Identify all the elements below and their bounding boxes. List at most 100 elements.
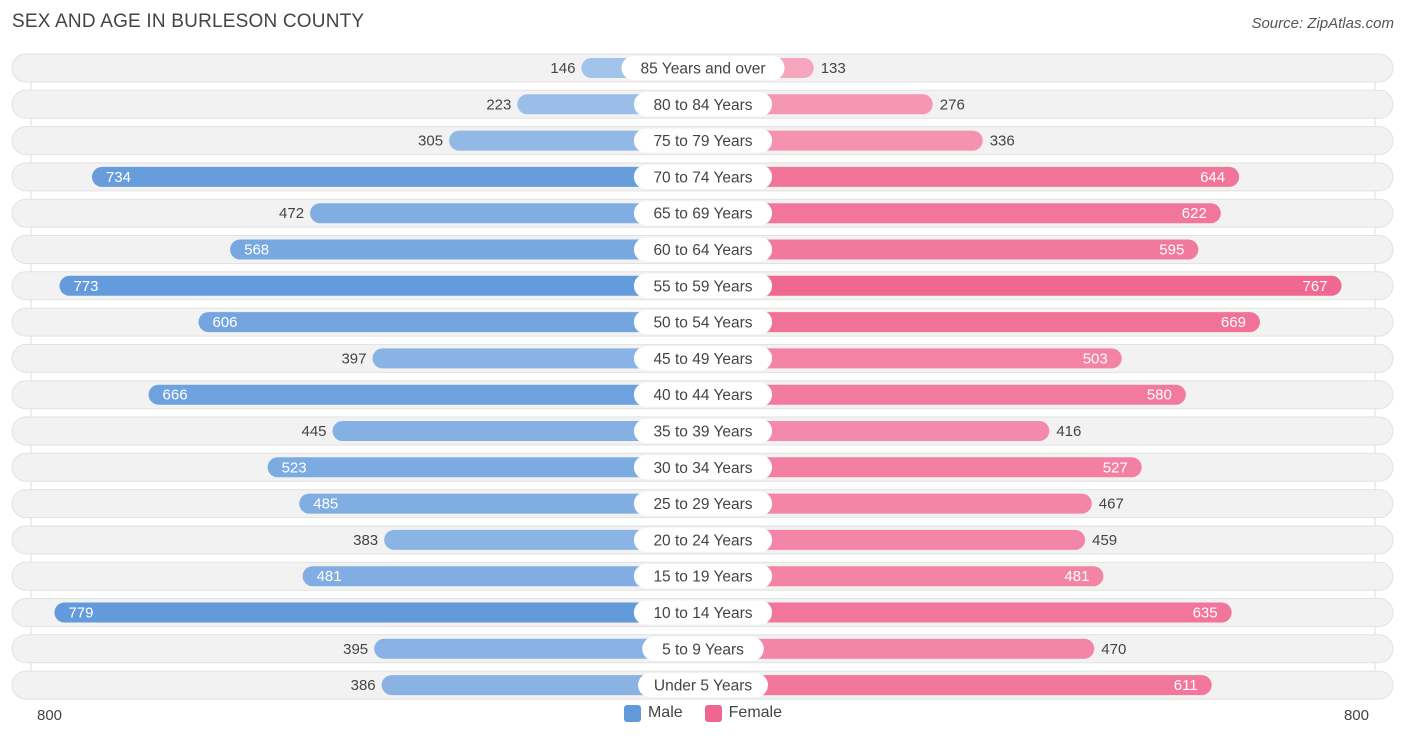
bar-male [198, 312, 703, 333]
category-pill [638, 673, 768, 698]
category-label: 45 to 49 Years [653, 351, 752, 368]
value-label-male: 779 [68, 605, 93, 622]
value-label-female: 669 [1221, 314, 1246, 331]
bar-female [703, 675, 1212, 696]
value-label-male: 146 [550, 60, 575, 77]
bar-male [302, 566, 703, 587]
legend-item-female[interactable]: Female [704, 704, 783, 722]
category-label: 5 to 9 Years [662, 641, 744, 658]
category-pill [633, 455, 773, 480]
value-label-male: 734 [106, 169, 131, 186]
legend-label-female: Female [728, 704, 783, 721]
category-pill [633, 273, 773, 298]
value-label-female: 459 [1092, 532, 1117, 549]
category-pill [633, 491, 773, 516]
bar-male [310, 203, 703, 224]
value-label-male: 223 [486, 96, 511, 113]
bar-male [148, 384, 703, 405]
legend-swatch-male [623, 704, 641, 722]
bar-female [703, 166, 1240, 187]
category-pill [633, 237, 773, 262]
value-label-male: 606 [213, 314, 238, 331]
category-label: 85 Years and over [641, 61, 766, 78]
category-label: 25 to 29 Years [653, 496, 752, 513]
value-label-male: 386 [351, 677, 376, 694]
bar-female [703, 203, 1221, 224]
legend-label-male: Male [647, 704, 683, 721]
legend: Male Female [0, 704, 1406, 722]
category-label: 20 to 24 Years [653, 532, 752, 549]
category-pill [633, 600, 773, 625]
bar-male [299, 493, 703, 514]
bar-female [703, 312, 1260, 333]
category-pill [633, 128, 773, 153]
category-label: 60 to 64 Years [653, 242, 752, 259]
chart-title: SEX AND AGE IN BURLESON COUNTY [12, 11, 365, 32]
value-label-male: 485 [313, 496, 338, 513]
value-label-male: 397 [341, 350, 366, 367]
category-pill [633, 419, 773, 443]
value-label-female: 276 [940, 96, 965, 113]
bar-male [230, 239, 703, 260]
value-label-male: 481 [317, 568, 342, 585]
category-pill [642, 636, 764, 661]
value-label-female: 467 [1099, 496, 1124, 513]
value-label-female: 622 [1182, 205, 1207, 222]
bar-male [332, 421, 703, 441]
bar-female [703, 275, 1342, 296]
category-label: 70 to 74 Years [653, 169, 752, 186]
category-pill [633, 201, 773, 226]
value-label-female: 580 [1147, 387, 1172, 404]
value-label-male: 395 [343, 641, 368, 658]
value-label-male: 383 [353, 532, 378, 549]
value-label-female: 611 [1174, 677, 1198, 694]
bar-female [703, 348, 1122, 369]
axis-min-label: 800 [37, 707, 63, 724]
bar-female [703, 239, 1199, 260]
category-pill [633, 382, 773, 407]
category-label: 10 to 14 Years [653, 605, 752, 622]
category-label: 65 to 69 Years [653, 206, 752, 223]
category-pill [633, 310, 773, 335]
value-label-male: 523 [282, 459, 307, 476]
category-label: 30 to 34 Years [653, 460, 752, 477]
value-label-female: 503 [1083, 350, 1108, 367]
value-label-male: 568 [244, 242, 269, 259]
value-label-female: 416 [1056, 423, 1081, 440]
value-label-female: 470 [1101, 641, 1126, 658]
category-label: 40 to 44 Years [653, 387, 752, 404]
bar-male [59, 275, 704, 296]
category-label: 50 to 54 Years [653, 315, 752, 332]
category-pill [633, 527, 773, 552]
value-label-male: 472 [279, 205, 304, 222]
bar-male [381, 675, 703, 696]
value-label-female: 133 [821, 60, 846, 77]
legend-item-male[interactable]: Male [623, 704, 683, 722]
bar-male [91, 166, 703, 187]
bar-female [703, 566, 1104, 587]
category-label: 55 to 59 Years [653, 278, 752, 295]
value-label-female: 644 [1200, 169, 1225, 186]
category-label: 15 to 19 Years [653, 569, 752, 586]
value-label-female: 336 [990, 133, 1015, 150]
bar-male [372, 348, 703, 369]
bar-female [703, 457, 1142, 478]
category-label: Under 5 Years [654, 678, 752, 695]
value-label-female: 635 [1193, 605, 1218, 622]
bar-female [703, 638, 1095, 659]
bar-female [703, 529, 1086, 550]
bar-male [374, 638, 703, 659]
value-label-male: 773 [73, 278, 98, 295]
source-label: Source: ZipAtlas.com [1251, 15, 1394, 32]
category-pill [633, 564, 773, 589]
category-pill [621, 56, 785, 80]
value-label-female: 527 [1103, 459, 1128, 476]
bar-female [703, 384, 1186, 405]
category-pill [633, 164, 773, 189]
value-label-male: 305 [418, 133, 443, 150]
axis-max-label: 800 [1343, 707, 1369, 724]
value-label-male: 666 [163, 387, 188, 404]
value-label-female: 481 [1064, 568, 1089, 585]
population-pyramid-chart: 146 133 85 Years and over 223 276 80 to 84 Ye… [11, 53, 1394, 700]
value-label-female: 595 [1159, 242, 1184, 259]
